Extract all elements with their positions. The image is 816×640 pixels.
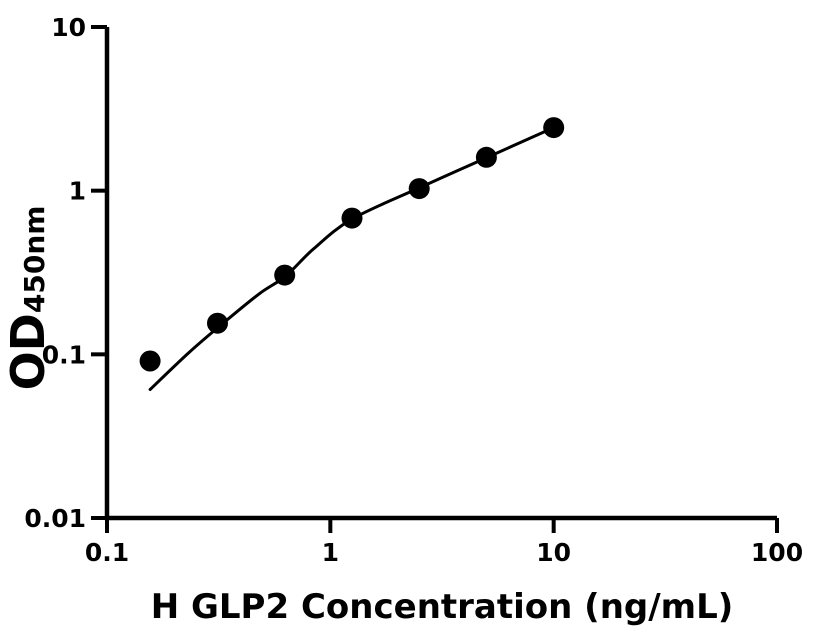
data-point-6 [475,146,497,168]
y-axis-title: OD450nm [1,206,55,391]
y-tick-label: 0.1 [42,340,86,369]
x-axis-title: H GLP2 Concentration (ng/mL) [151,587,734,627]
x-tick-label: 0.1 [85,538,129,567]
fit-curve [148,126,556,391]
data-point-4 [341,207,363,229]
data-point-3 [274,264,296,286]
y-tick-label: 1 [69,177,86,206]
data-point-7 [543,117,565,139]
data-point-5 [408,178,430,200]
axes-spine [104,27,777,521]
x-tick-label: 1 [322,538,339,567]
y-axis-title-subscript: 450nm [18,206,51,314]
plot-area: 0.01 0.1 1 10 0.1 1 10 100 [24,13,803,567]
data-point-2 [207,312,228,334]
y-tick-label: 0.01 [24,504,86,533]
x-tick-label: 10 [536,538,571,567]
data-point-1 [139,350,161,372]
y-axis-title-main: OD [1,313,55,390]
y-tick-label: 10 [51,13,86,42]
x-tick-label: 100 [751,538,803,567]
